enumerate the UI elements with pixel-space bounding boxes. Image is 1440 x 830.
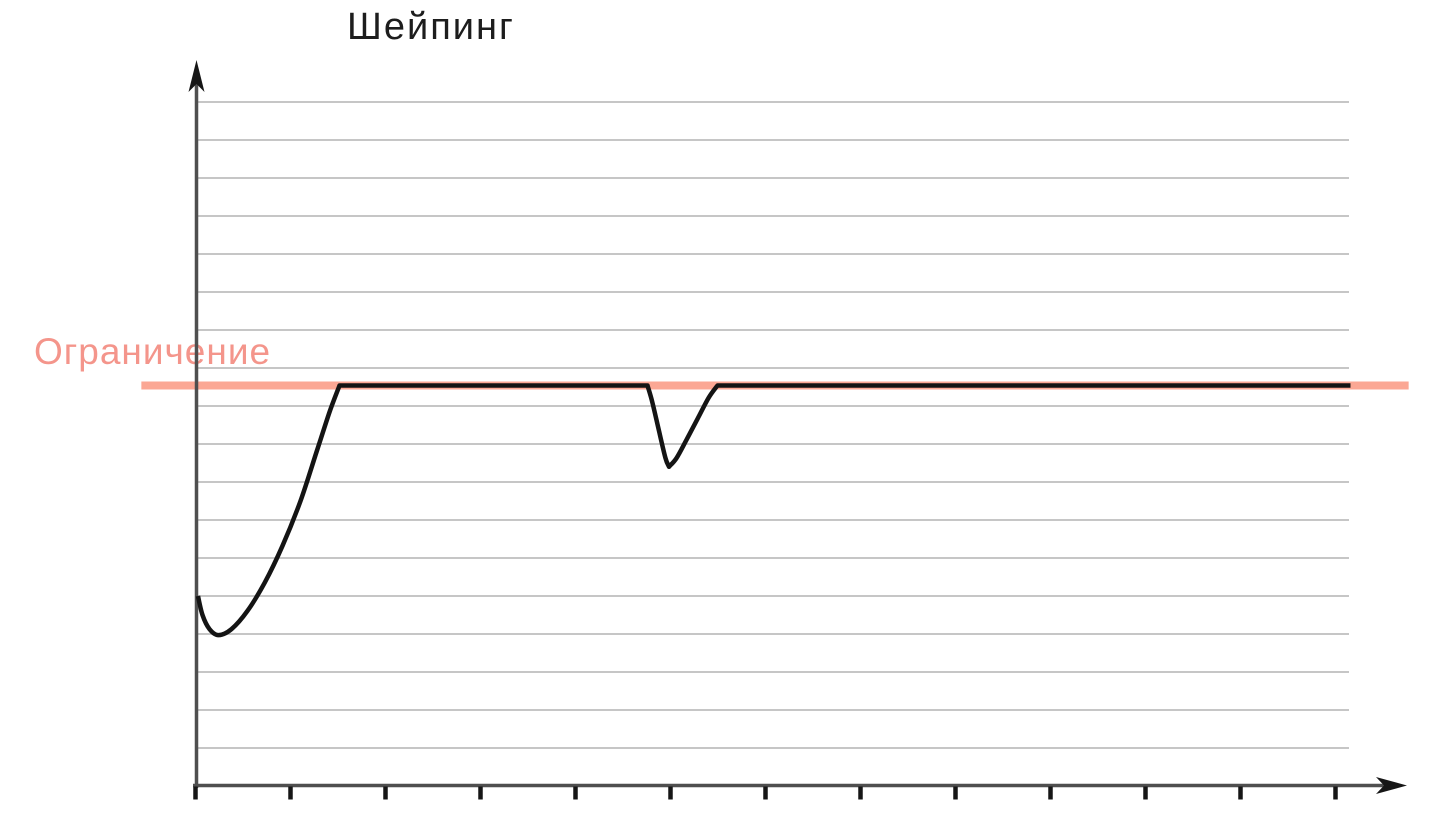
traffic-curve (195, 383, 1351, 638)
x-axis-ticks-group (193, 786, 1338, 800)
y-axis-arrow-icon (188, 60, 205, 92)
axes-group (188, 60, 1407, 794)
gridlines-group (197, 101, 1349, 749)
chart-title: Шейпинг (347, 6, 515, 48)
x-axis-arrow-icon (1376, 777, 1407, 794)
limit-line-label: Ограничение (34, 331, 272, 372)
